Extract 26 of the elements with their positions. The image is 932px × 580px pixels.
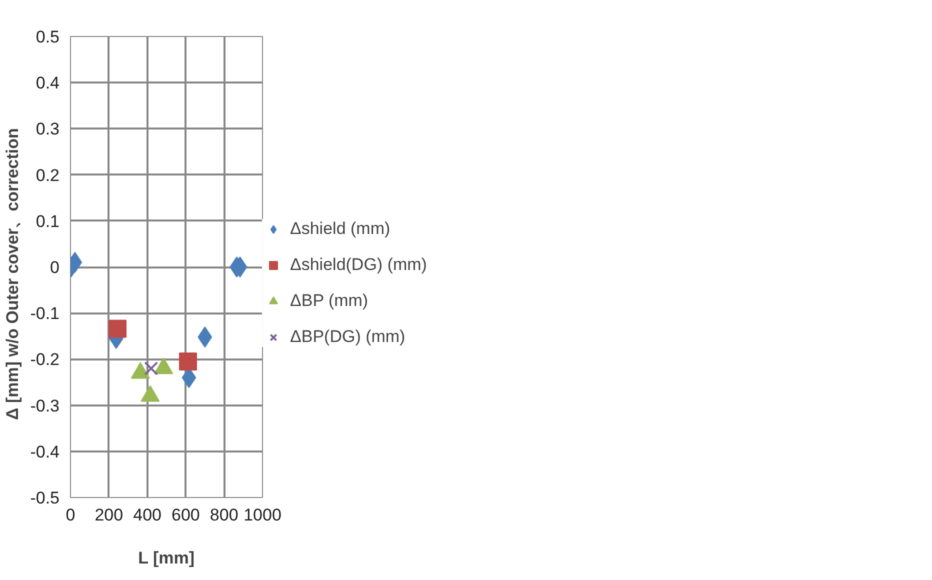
legend-label: ΔBP (mm) <box>290 291 368 311</box>
y-tick-label: 0.1 <box>36 212 60 231</box>
y-tick-label: 0.5 <box>36 28 60 46</box>
x-axis-title: L [mm] <box>138 548 195 568</box>
x-tick-label: 1000 <box>244 506 282 524</box>
x-tick-label: 800 <box>210 506 238 524</box>
legend-label: Δshield(DG) (mm) <box>290 255 427 275</box>
x-tick-label: 600 <box>172 506 200 524</box>
x-tick-label: 200 <box>94 506 124 524</box>
point <box>144 361 158 376</box>
legend-label: ΔBP(DG) (mm) <box>290 327 406 347</box>
y-tick-label: -0.5 <box>30 488 60 508</box>
y-tick-label: -0.1 <box>30 304 60 324</box>
x-tick-label: 400 <box>133 506 162 524</box>
y-axis-title: Δ [mm] w/o Outer cover、correction <box>3 128 22 420</box>
y-tick-label: 0 <box>50 258 60 277</box>
legend-label: Δshield (mm) <box>290 219 390 239</box>
x-tick-label: 0 <box>66 506 76 524</box>
y-tick-label: -0.3 <box>30 396 60 416</box>
y-tick-label: 0.4 <box>36 74 60 93</box>
y-tick-label: 0.2 <box>36 166 60 185</box>
y-tick-label: -0.4 <box>30 442 60 462</box>
point <box>179 352 198 371</box>
y-tick-label: -0.2 <box>30 350 60 370</box>
y-tick-label: 0.3 <box>36 120 60 139</box>
point <box>108 320 127 338</box>
